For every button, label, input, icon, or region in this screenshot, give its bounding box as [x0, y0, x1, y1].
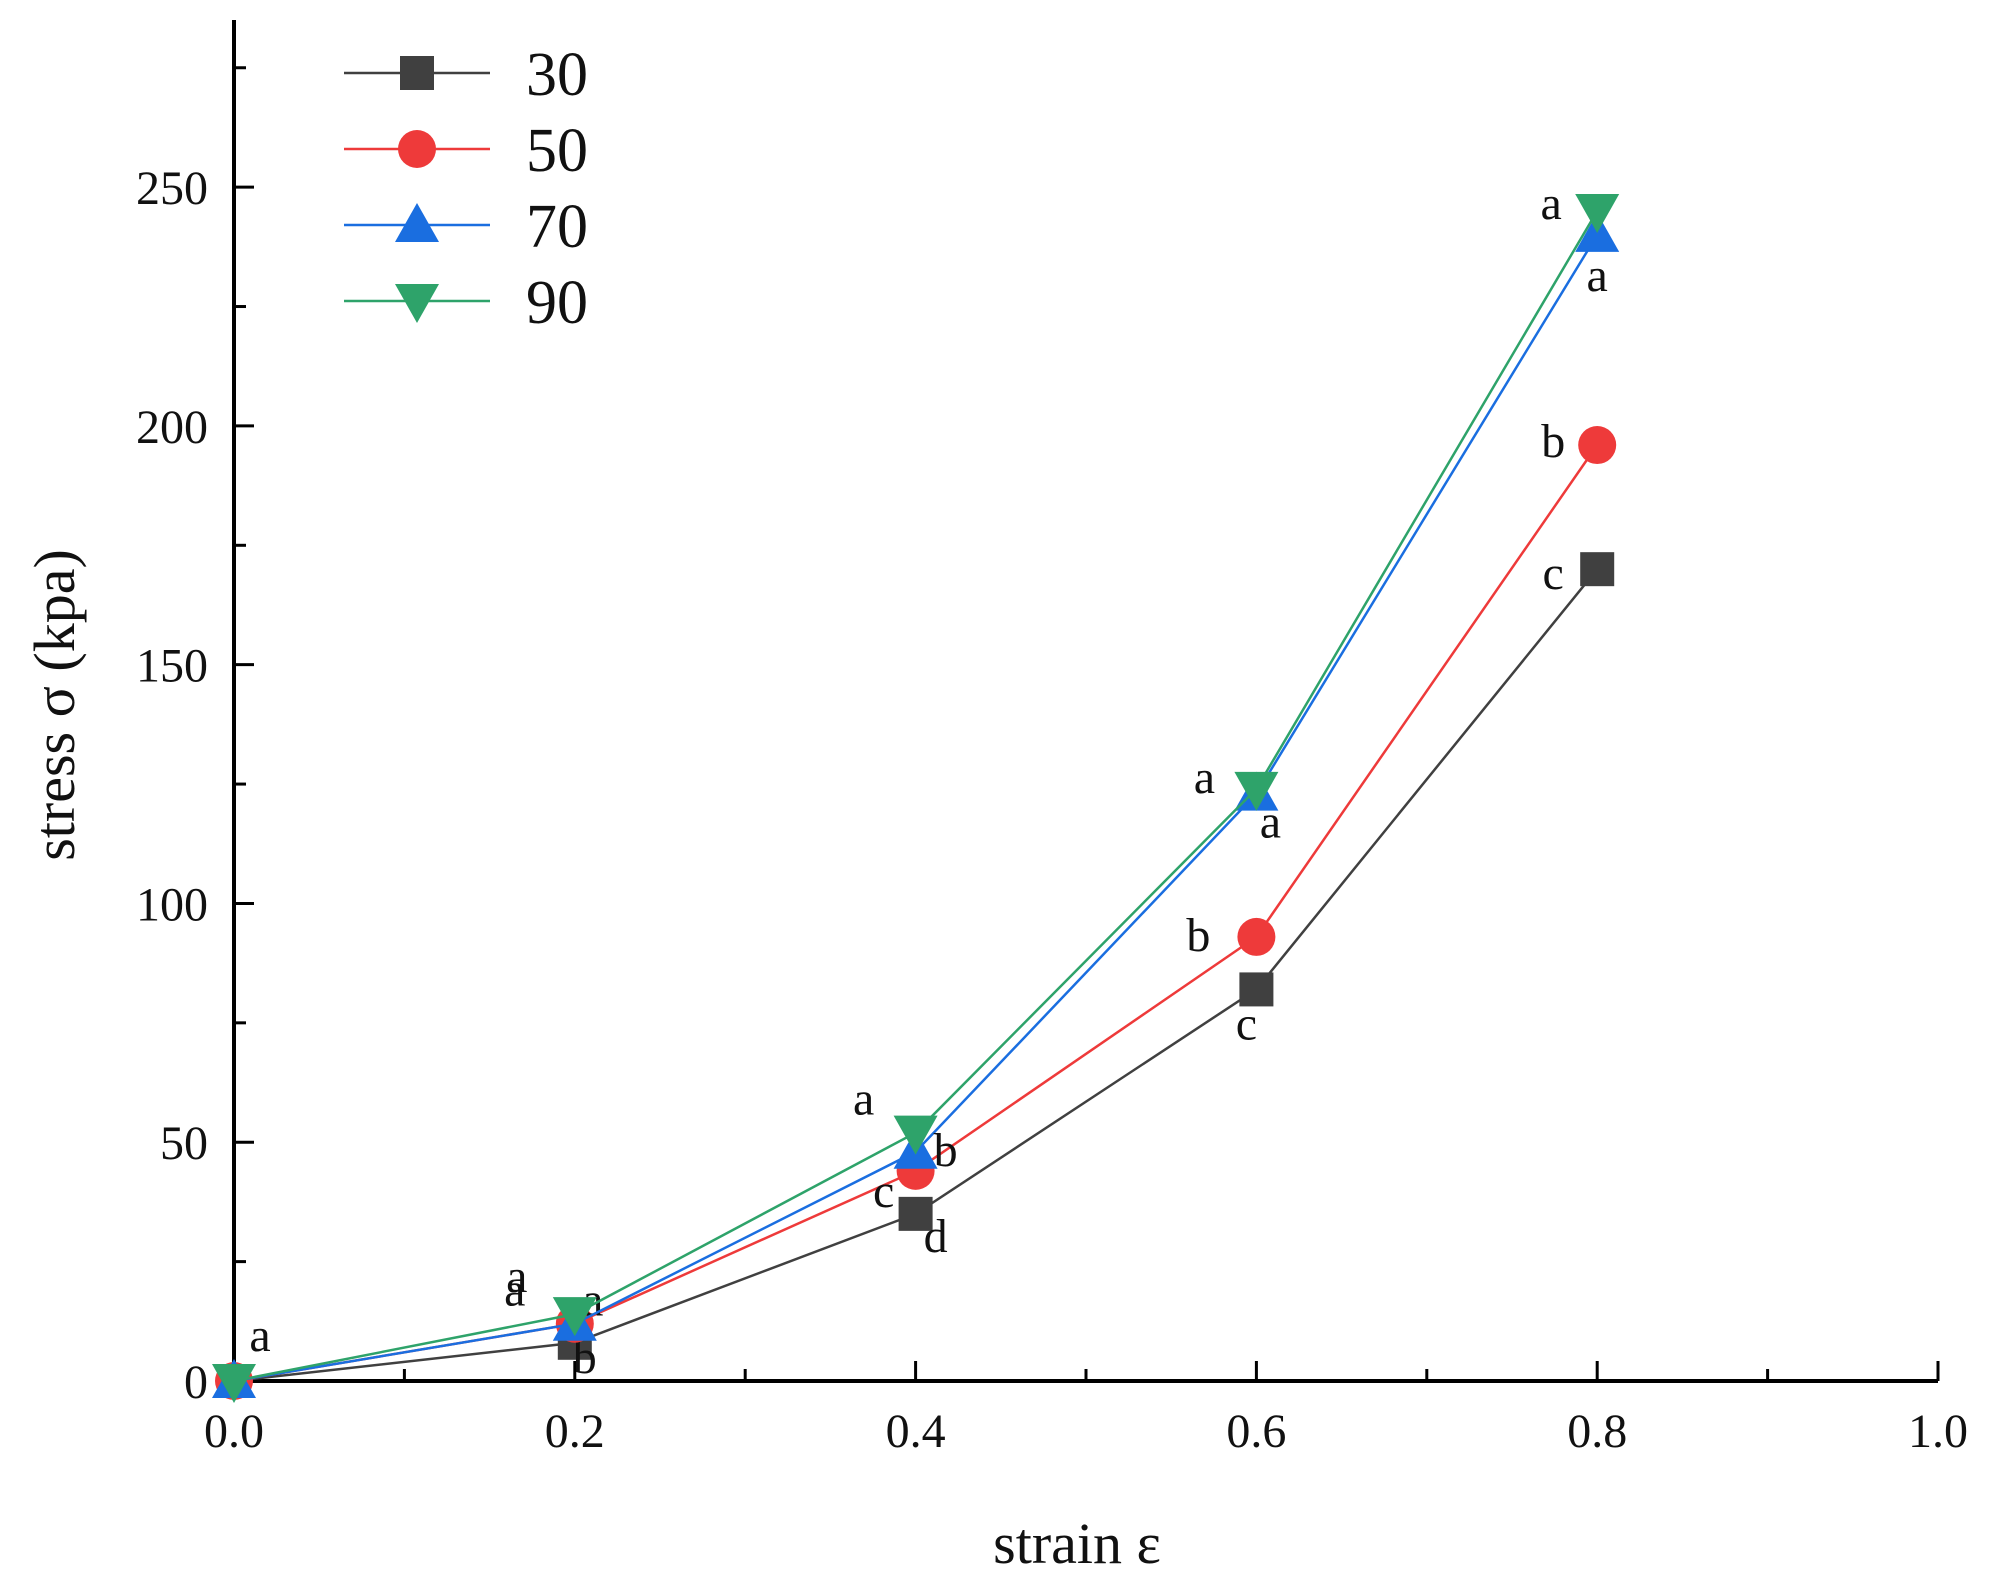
- significance-letter: b: [934, 1124, 958, 1177]
- significance-letter: a: [853, 1073, 874, 1126]
- data-point-90: [552, 1297, 597, 1337]
- data-point-30: [1580, 552, 1615, 587]
- significance-letter: c: [1236, 997, 1257, 1050]
- data-point-30: [898, 1196, 933, 1231]
- legend-item-30: 30: [344, 41, 588, 109]
- legend-marker: [395, 203, 439, 242]
- significance-letter: a: [1194, 751, 1215, 804]
- y-tick-label: 250: [136, 162, 208, 215]
- axes: 0.0 0.2 0.4 0.6 0.8 1.0 0 50 100 150 200 250: [136, 20, 1968, 1458]
- significance-letter: b: [1186, 909, 1210, 962]
- legend-label: 70: [526, 193, 588, 261]
- series-line-30: [233, 568, 1599, 1383]
- significance-letter: c: [873, 1165, 894, 1218]
- data-point-90: [893, 1115, 938, 1155]
- legend: 30 50 70 90: [344, 41, 588, 337]
- legend-label: 90: [526, 269, 588, 337]
- legend-label: 30: [526, 41, 588, 109]
- y-tick-label: 200: [136, 401, 208, 454]
- significance-letter: a: [504, 1264, 525, 1317]
- legend-item-90: 90: [344, 269, 588, 337]
- legend-label: 50: [526, 117, 588, 185]
- y-tick-label: 100: [136, 878, 208, 931]
- legend-marker: [395, 284, 439, 323]
- significance-letter: a: [1541, 177, 1562, 230]
- legend-item-50: 50: [344, 117, 588, 185]
- data-point-90: [1234, 771, 1279, 811]
- significance-letter: a: [1587, 249, 1608, 302]
- x-tick-label: 0.2: [545, 1405, 605, 1458]
- significance-letter: d: [924, 1210, 948, 1263]
- y-tick-label: 0: [184, 1356, 208, 1409]
- y-axis-title: stress σ (kpa): [22, 549, 87, 861]
- significance-letter: a: [506, 1250, 527, 1303]
- x-tick-label: 0.6: [1226, 1405, 1286, 1458]
- y-tick-label: 50: [160, 1117, 208, 1170]
- x-tick-label: 0.4: [886, 1405, 946, 1458]
- data-point-30: [1239, 972, 1274, 1007]
- data-point-90: [1575, 194, 1620, 234]
- legend-item-70: 70: [344, 193, 588, 261]
- legend-marker: [400, 56, 434, 90]
- data-point-50: [1578, 426, 1617, 465]
- series-line-50: [233, 444, 1599, 1383]
- y-tick-label: 150: [136, 640, 208, 693]
- plot-series: bdccacbbabaaaaaaa: [212, 177, 1620, 1403]
- x-tick-label: 0.8: [1567, 1405, 1627, 1458]
- data-point-90: [212, 1364, 256, 1403]
- x-tick-label: 1.0: [1908, 1405, 1968, 1458]
- series-50: acbb: [215, 415, 1617, 1400]
- significance-letter: c: [1543, 547, 1564, 600]
- significance-letter: a: [1260, 796, 1281, 849]
- x-axis-title: strain ε: [993, 1511, 1161, 1576]
- significance-letter: a: [249, 1309, 270, 1362]
- data-point-50: [1237, 917, 1276, 956]
- significance-letter: b: [1541, 415, 1565, 468]
- x-tick-label: 0.0: [204, 1405, 264, 1458]
- legend-marker: [398, 130, 436, 168]
